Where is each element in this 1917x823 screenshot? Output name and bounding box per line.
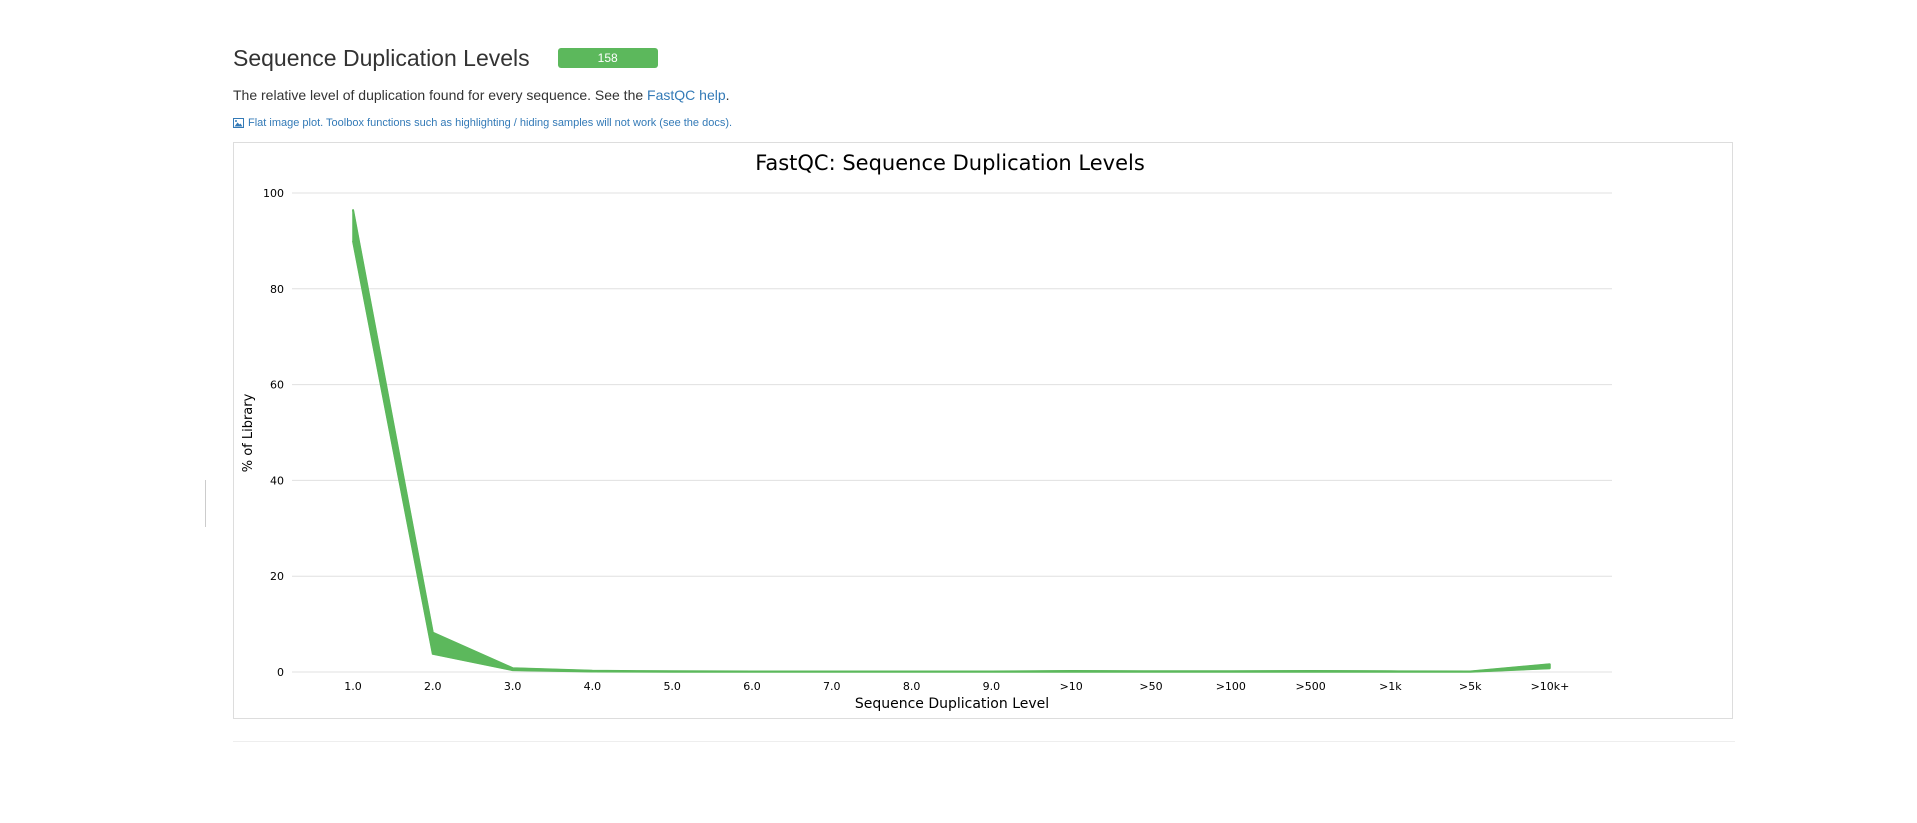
x-tick-label: >10 bbox=[1060, 680, 1083, 693]
x-tick-label: >100 bbox=[1216, 680, 1246, 693]
y-tick-label: 0 bbox=[277, 666, 284, 679]
x-tick-label: 5.0 bbox=[663, 680, 681, 693]
plot-container: FastQC: Sequence Duplication Levels % of… bbox=[233, 142, 1733, 719]
x-tick-label: 7.0 bbox=[823, 680, 841, 693]
x-tick-label: >1k bbox=[1379, 680, 1402, 693]
side-divider bbox=[205, 480, 206, 527]
x-tick-label: 4.0 bbox=[584, 680, 602, 693]
y-tick-label: 80 bbox=[270, 283, 284, 296]
x-tick-label: >500 bbox=[1295, 680, 1325, 693]
series-line-lower bbox=[352, 240, 1551, 673]
description-text: The relative level of duplication found … bbox=[233, 87, 648, 103]
x-tick-label: 6.0 bbox=[743, 680, 761, 693]
chart-title: FastQC: Sequence Duplication Levels bbox=[755, 151, 1145, 175]
duplication-chart: FastQC: Sequence Duplication Levels % of… bbox=[241, 151, 1612, 712]
section-heading: Sequence Duplication Levels 158 bbox=[233, 40, 1735, 76]
x-tick-label: 3.0 bbox=[504, 680, 521, 693]
x-tick-label: >50 bbox=[1139, 680, 1162, 693]
x-axis-ticks: 1.0 2.0 3.0 4.0 5.0 6.0 7.0 8.0 9.0 >10 >50 >100 >50… bbox=[344, 680, 1569, 693]
series-line-upper bbox=[352, 209, 1551, 673]
description-end: . bbox=[725, 87, 730, 103]
y-tick-label: 20 bbox=[270, 570, 284, 583]
bottom-divider bbox=[233, 741, 1735, 742]
y-tick-label: 60 bbox=[270, 379, 284, 392]
x-tick-label: 1.0 bbox=[344, 680, 362, 693]
status-badge[interactable]: 158 bbox=[557, 48, 658, 68]
series-envelope bbox=[352, 209, 1551, 673]
y-tick-label: 100 bbox=[263, 187, 284, 200]
series-area bbox=[352, 209, 1551, 673]
image-icon bbox=[233, 118, 244, 128]
x-tick-label: 2.0 bbox=[424, 680, 442, 693]
flat-plot-note[interactable]: Flat image plot. Toolbox functions such … bbox=[233, 117, 1735, 129]
x-tick-label: 8.0 bbox=[903, 680, 921, 693]
x-axis-label: Sequence Duplication Level bbox=[855, 696, 1049, 712]
duplication-section: Sequence Duplication Levels 158 The rela… bbox=[233, 40, 1735, 129]
page-title: Sequence Duplication Levels bbox=[233, 44, 530, 71]
y-axis-label: % of Library bbox=[241, 393, 256, 472]
x-tick-label: >5k bbox=[1459, 680, 1482, 693]
gridlines bbox=[292, 192, 1612, 673]
y-tick-label: 40 bbox=[270, 474, 284, 487]
fastqc-help-link[interactable]: FastQC help bbox=[647, 87, 726, 103]
x-tick-label: >10k+ bbox=[1531, 680, 1570, 693]
section-description: The relative level of duplication found … bbox=[233, 87, 1735, 103]
y-axis-ticks: 0 20 40 60 80 100 bbox=[263, 187, 284, 679]
flat-plot-note-text: Flat image plot. Toolbox functions such … bbox=[248, 117, 733, 129]
x-tick-label: 9.0 bbox=[983, 680, 1001, 693]
